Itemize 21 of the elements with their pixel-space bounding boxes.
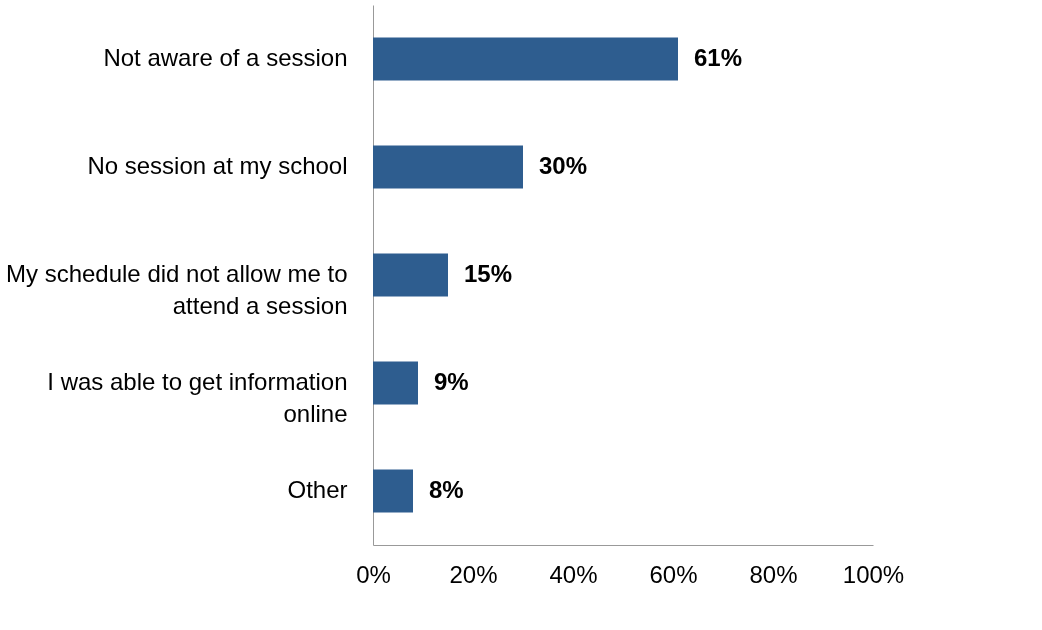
data-label: 15% <box>464 260 513 287</box>
x-tick-label: 60% <box>649 560 698 588</box>
bar <box>373 253 448 297</box>
bar <box>373 37 678 81</box>
x-tick-label: 40% <box>549 560 598 588</box>
x-tick-label: 0% <box>356 560 391 588</box>
y-tick-label: My schedule did not allow me to attend a session <box>5 260 348 319</box>
data-label: 61% <box>694 44 743 71</box>
y-tick-label: Not aware of a session <box>103 44 348 71</box>
y-tick-label: No session at my school <box>87 152 348 179</box>
x-tick-label: 80% <box>749 560 798 588</box>
x-tick-label: 100% <box>842 560 905 588</box>
data-label: 30% <box>539 152 588 179</box>
data-label: 8% <box>429 476 464 503</box>
bar <box>373 469 413 513</box>
x-tick-label: 20% <box>449 560 498 588</box>
data-label: 9% <box>434 368 469 395</box>
bar <box>373 145 523 189</box>
y-tick-label: I was able to get information online <box>47 368 348 427</box>
y-tick-label: Other <box>287 476 348 503</box>
bar <box>373 361 418 405</box>
